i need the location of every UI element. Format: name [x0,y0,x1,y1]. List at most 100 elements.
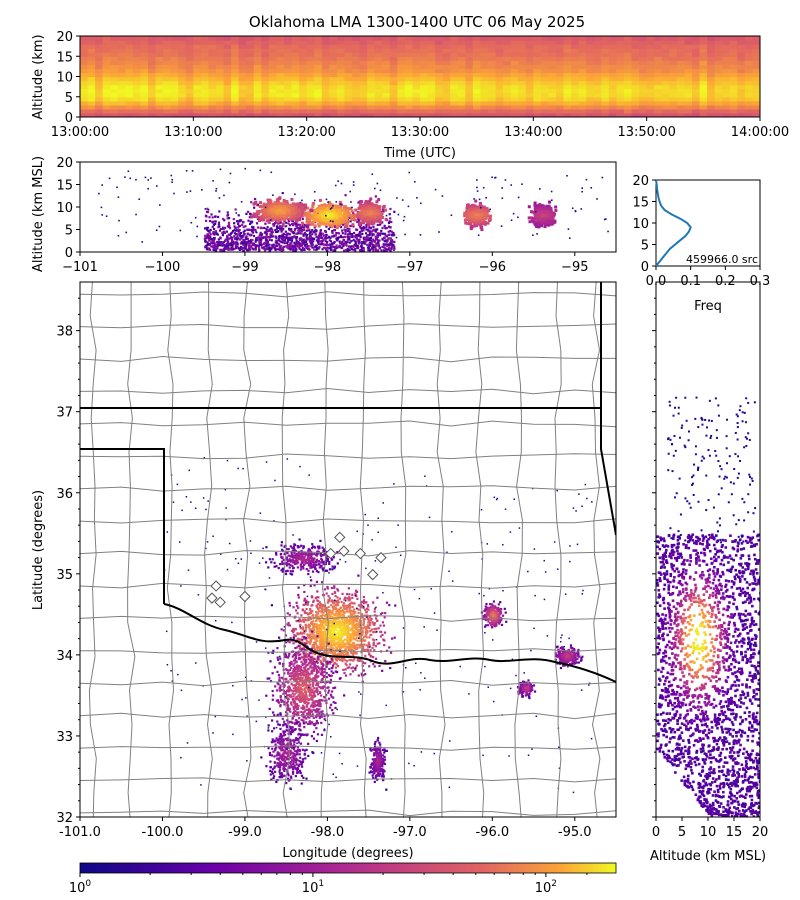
time-altitude-cell [684,44,693,49]
lon-alt-source [241,246,245,249]
lon-alt-core [321,211,325,215]
lon-alt-source [246,241,249,245]
lon-alt-source [378,232,381,235]
time-altitude-cell [163,64,172,69]
lon-alt-source [299,227,302,230]
lon-alt-core [480,226,484,230]
lon-alt-core [312,209,316,213]
time-altitude-cell [238,92,247,98]
time-altitude-cell [253,100,262,106]
time-altitude-cell [578,64,587,69]
time-altitude-cell [291,104,300,110]
lon-alt-core [539,220,543,224]
lon-alt-source [312,240,315,243]
lon-alt-source [239,231,243,235]
time-altitude-cell [442,92,451,98]
time-altitude-cell [420,84,429,90]
lon-alt-source [231,229,235,233]
lon-alt-source [254,248,257,251]
time-altitude-cell [654,44,663,49]
time-altitude-cell [624,44,633,49]
lon-alt-source [314,233,317,236]
lon-alt-source [323,246,327,250]
lon-alt-core [266,202,270,206]
lon-alt-core [305,213,309,217]
time-altitude-cell [510,64,519,69]
time-y-tick-label: 5 [65,91,73,106]
time-altitude-cell [223,76,232,82]
time-altitude-cell [329,80,338,86]
time-altitude-cell [193,104,202,110]
time-altitude-cell [238,60,247,65]
lon-alt-source [295,232,298,235]
time-altitude-cell [488,76,497,82]
time-altitude-cell [397,60,406,65]
time-altitude-cell [616,88,625,94]
lon-alt-source [238,232,241,236]
time-altitude-cell [563,80,572,86]
lon-alt-source [351,211,355,214]
time-altitude-cell [246,68,255,74]
lon-alt-source [227,246,230,249]
time-altitude-cell [148,80,157,86]
time-altitude-cell [200,36,210,41]
lon-alt-source [386,239,389,243]
lon-alt-source [376,232,379,235]
time-altitude-cell [586,72,595,78]
time-altitude-cell [420,80,429,86]
time-altitude-cell [669,112,678,117]
time-altitude-cell [729,84,738,90]
lon-alt-source [319,229,322,232]
lon-alt-source [256,239,260,242]
time-altitude-cell [284,76,293,82]
time-altitude-cell [185,64,194,69]
time-altitude-cell [480,68,489,74]
time-altitude-cell [525,104,534,110]
lon-alt-source [351,234,354,237]
lon-alt-source [226,238,229,241]
time-altitude-cell [253,108,262,114]
lon-alt-source [296,242,299,245]
lon-alt-source [310,244,313,247]
time-altitude-cell [744,60,754,65]
lon-alt-source [309,235,312,238]
lon-alt-source [298,245,301,248]
lon-alt-source [270,239,273,242]
time-altitude-cell [389,104,398,110]
time-altitude-cell [238,68,247,74]
lon-alt-source [301,226,304,229]
time-altitude-cell [329,76,338,82]
time-x-tick-label: 13:50:00 [617,125,675,140]
time-altitude-cell [148,56,157,61]
time-altitude-cell [231,100,240,106]
time-altitude-cell [268,112,278,117]
lon-alt-source [207,229,210,232]
time-altitude-cell [729,104,738,110]
time-altitude-cell [412,108,421,114]
time-altitude-cell [80,88,89,94]
lon-alt-source [388,213,391,216]
time-altitude-cell [699,100,708,106]
lon-alt-core [335,226,339,230]
time-altitude-cell [268,60,278,65]
lon-alt-source [237,220,240,223]
lon-alt-core [322,205,326,209]
time-altitude-cell [246,104,255,110]
lon-alt-source [243,242,246,245]
time-altitude-cell [140,64,149,69]
time-altitude-cell [140,40,149,45]
time-altitude-ylabel: Altitude (km) [31,34,46,119]
time-altitude-cell [495,40,504,45]
time-altitude-cell [563,64,572,69]
time-altitude-cell [208,68,217,74]
time-altitude-cell [178,44,187,49]
time-altitude-cell [261,112,270,117]
time-altitude-cell [488,56,497,61]
time-altitude-cell [676,36,686,41]
lon-alt-core [475,213,479,217]
lon-alt-source [319,234,322,237]
lon-alt-source [321,248,324,251]
time-altitude-cell [586,64,595,69]
time-altitude-cell [397,40,406,45]
lon-alt-source [393,210,396,213]
